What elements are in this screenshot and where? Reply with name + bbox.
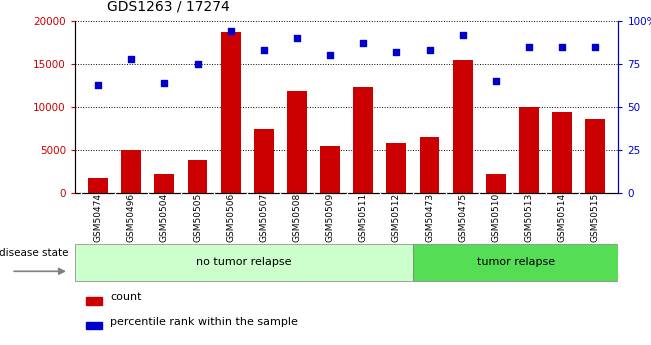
Bar bbox=[75, 244, 413, 281]
Bar bbox=[121, 150, 141, 193]
Text: GSM50508: GSM50508 bbox=[292, 193, 301, 242]
Bar bbox=[187, 160, 208, 193]
Text: GSM50512: GSM50512 bbox=[392, 193, 401, 242]
Text: GSM50505: GSM50505 bbox=[193, 193, 202, 242]
Point bbox=[458, 32, 468, 37]
Text: GSM50515: GSM50515 bbox=[590, 193, 600, 242]
Text: GSM50475: GSM50475 bbox=[458, 193, 467, 242]
Text: GSM50509: GSM50509 bbox=[326, 193, 335, 242]
Point bbox=[325, 52, 335, 58]
Text: GDS1263 / 17274: GDS1263 / 17274 bbox=[107, 0, 230, 14]
Text: tumor relapse: tumor relapse bbox=[477, 257, 555, 267]
Point bbox=[391, 49, 402, 55]
Point bbox=[292, 35, 302, 41]
Bar bbox=[88, 178, 108, 193]
Text: GSM50510: GSM50510 bbox=[492, 193, 501, 242]
Bar bbox=[221, 32, 241, 193]
Text: count: count bbox=[110, 293, 142, 302]
Point bbox=[358, 40, 368, 46]
Point bbox=[491, 78, 501, 84]
Bar bbox=[320, 146, 340, 193]
Point bbox=[524, 44, 534, 49]
Point bbox=[258, 47, 269, 53]
Bar bbox=[387, 143, 406, 193]
Text: disease state: disease state bbox=[0, 248, 68, 258]
Bar bbox=[413, 244, 618, 281]
Bar bbox=[585, 119, 605, 193]
Text: GSM50514: GSM50514 bbox=[558, 193, 566, 242]
Text: GSM50504: GSM50504 bbox=[160, 193, 169, 242]
Text: no tumor relapse: no tumor relapse bbox=[196, 257, 292, 267]
Bar bbox=[552, 112, 572, 193]
Text: GSM50473: GSM50473 bbox=[425, 193, 434, 242]
Bar bbox=[519, 107, 539, 193]
Bar bbox=[254, 129, 273, 193]
Text: GSM50506: GSM50506 bbox=[226, 193, 235, 242]
Bar bbox=[486, 174, 506, 193]
Point bbox=[225, 28, 236, 34]
Bar bbox=[452, 60, 473, 193]
Text: GSM50507: GSM50507 bbox=[259, 193, 268, 242]
Point bbox=[557, 44, 567, 49]
Point bbox=[192, 61, 202, 67]
Text: GSM50513: GSM50513 bbox=[525, 193, 533, 242]
Bar bbox=[420, 137, 439, 193]
Text: percentile rank within the sample: percentile rank within the sample bbox=[110, 317, 298, 326]
Bar bbox=[287, 91, 307, 193]
Point bbox=[159, 80, 169, 86]
Point bbox=[424, 47, 435, 53]
Text: GSM50511: GSM50511 bbox=[359, 193, 368, 242]
Bar bbox=[86, 322, 102, 329]
Bar bbox=[353, 87, 373, 193]
Text: GSM50496: GSM50496 bbox=[127, 193, 135, 242]
Point bbox=[590, 44, 600, 49]
Text: GSM50474: GSM50474 bbox=[94, 193, 103, 242]
Point bbox=[126, 56, 137, 61]
Bar bbox=[86, 297, 102, 305]
Point bbox=[93, 82, 104, 87]
Bar bbox=[154, 174, 174, 193]
